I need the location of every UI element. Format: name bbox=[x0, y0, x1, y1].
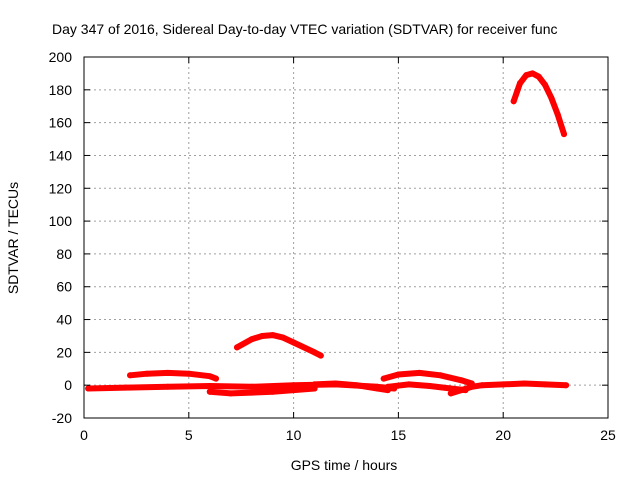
plot-frame bbox=[83, 56, 609, 419]
y-tick-label: 160 bbox=[49, 115, 73, 131]
data-point bbox=[426, 383, 433, 389]
y-tick-label: -20 bbox=[52, 410, 72, 426]
data-point bbox=[500, 381, 507, 388]
data-point bbox=[311, 381, 318, 388]
y-tick-label: 60 bbox=[56, 279, 72, 295]
y-axis-label: SDTVAR / TECUs bbox=[5, 182, 21, 294]
data-point bbox=[353, 382, 360, 389]
data-point bbox=[468, 383, 475, 390]
data-point bbox=[290, 387, 297, 394]
series-track-7 bbox=[384, 381, 469, 394]
data-point bbox=[206, 383, 213, 389]
data-point bbox=[437, 372, 444, 379]
y-tick-label: 20 bbox=[56, 344, 72, 360]
data-point bbox=[85, 385, 92, 392]
data-point bbox=[458, 377, 465, 384]
data-point bbox=[280, 334, 287, 341]
series-track-2 bbox=[127, 369, 219, 382]
y-tick-label: 0 bbox=[64, 377, 72, 393]
x-tick-label: 10 bbox=[286, 427, 302, 443]
data-point bbox=[563, 382, 570, 389]
data-point bbox=[523, 72, 530, 79]
x-tick-label: 25 bbox=[600, 427, 616, 443]
data-point bbox=[213, 375, 219, 382]
data-point bbox=[317, 352, 324, 359]
data-point bbox=[416, 369, 423, 376]
data-point bbox=[248, 389, 255, 396]
data-point bbox=[290, 382, 297, 389]
x-axis-label: GPS time / hours bbox=[291, 457, 398, 473]
data-point bbox=[122, 384, 129, 391]
y-tick-label: 80 bbox=[56, 246, 72, 262]
data-point bbox=[554, 111, 561, 118]
data-point bbox=[405, 381, 412, 388]
data-point bbox=[521, 380, 528, 387]
x-tick-label: 20 bbox=[495, 427, 511, 443]
data-point bbox=[332, 380, 339, 387]
data-point bbox=[311, 349, 318, 356]
data-point bbox=[269, 332, 276, 339]
data-point bbox=[479, 382, 486, 389]
data-point bbox=[542, 81, 549, 88]
data-point bbox=[269, 388, 276, 395]
x-tick-label: 0 bbox=[80, 427, 88, 443]
data-point bbox=[380, 375, 387, 382]
series-track-3 bbox=[206, 385, 318, 397]
y-tick-label: 200 bbox=[49, 49, 73, 65]
data-point bbox=[458, 387, 465, 394]
grid-lines bbox=[84, 57, 608, 418]
data-point bbox=[206, 373, 213, 380]
data-point bbox=[535, 73, 542, 80]
data-point bbox=[143, 370, 150, 377]
data-point bbox=[374, 385, 381, 392]
data-point bbox=[290, 339, 297, 346]
data-point bbox=[164, 383, 171, 390]
axis-ticks: 0 5 10 15 20 25 -20 0 20 40 60 80 100 120 140 160 180 200 bbox=[49, 49, 616, 443]
data-point bbox=[384, 383, 391, 390]
data-point bbox=[517, 80, 523, 87]
data-point bbox=[395, 371, 402, 378]
data-point bbox=[185, 370, 192, 377]
data-point bbox=[127, 372, 134, 379]
y-tick-label: 120 bbox=[49, 180, 73, 196]
data-point bbox=[548, 95, 555, 101]
y-tick-label: 100 bbox=[49, 213, 73, 229]
y-tick-label: 40 bbox=[56, 312, 72, 328]
data-point bbox=[248, 383, 255, 390]
data-point bbox=[227, 390, 234, 397]
y-tick-label: 180 bbox=[49, 82, 73, 98]
chart-title: Day 347 of 2016, Sidereal Day-to-day VTE… bbox=[52, 21, 558, 37]
data-point bbox=[234, 344, 240, 351]
data-point bbox=[248, 336, 255, 343]
data-point bbox=[164, 369, 171, 376]
data-point bbox=[510, 98, 517, 105]
data-point bbox=[447, 390, 454, 397]
data-point bbox=[542, 381, 549, 388]
x-tick-label: 5 bbox=[185, 427, 193, 443]
y-tick-label: 140 bbox=[49, 147, 73, 163]
series-track-8 bbox=[447, 380, 570, 397]
data-point bbox=[206, 388, 213, 395]
data-series bbox=[85, 70, 570, 397]
data-point bbox=[529, 70, 536, 77]
data-point bbox=[259, 333, 266, 339]
x-tick-label: 15 bbox=[391, 427, 407, 443]
data-point bbox=[561, 131, 567, 138]
